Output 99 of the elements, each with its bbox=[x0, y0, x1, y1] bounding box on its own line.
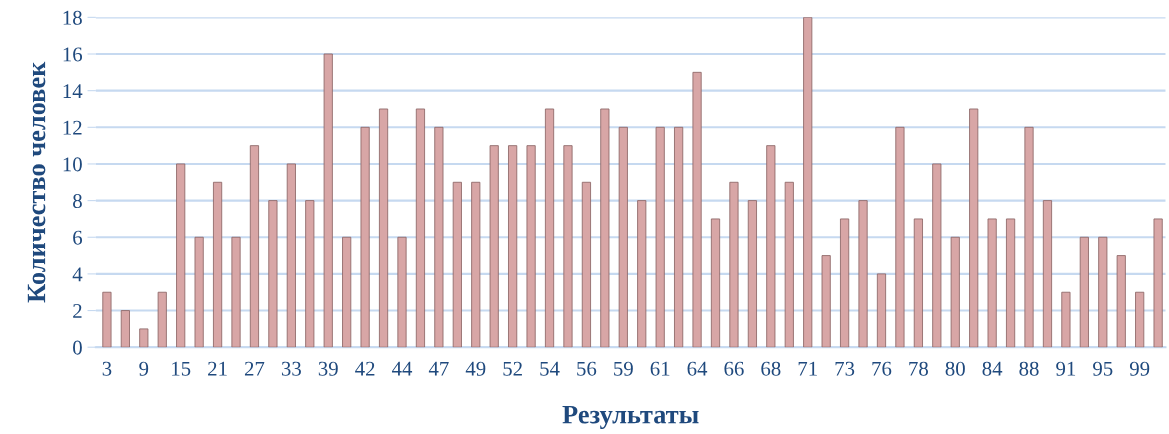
x-tick-label: 95 bbox=[1093, 361, 1113, 376]
bar bbox=[544, 108, 555, 348]
bar bbox=[157, 291, 167, 348]
bar bbox=[249, 145, 260, 348]
bar bbox=[1153, 218, 1163, 348]
bar bbox=[452, 181, 462, 348]
x-tick-label: 49 bbox=[465, 361, 486, 376]
bar bbox=[471, 181, 481, 348]
bar bbox=[397, 236, 407, 348]
x-tick-label: 71 bbox=[798, 361, 817, 376]
x-tick-label: 3 bbox=[102, 361, 112, 376]
bar bbox=[415, 108, 426, 348]
bar bbox=[508, 145, 518, 348]
bar bbox=[766, 145, 776, 348]
bar bbox=[747, 200, 757, 348]
bar bbox=[1006, 218, 1016, 348]
bar bbox=[213, 181, 223, 348]
x-tick-label: 73 bbox=[835, 361, 855, 376]
bar bbox=[618, 126, 628, 348]
x-tick-label: 91 bbox=[1056, 361, 1076, 376]
x-tick-label: 84 bbox=[982, 361, 1003, 376]
y-tick-label: 8 bbox=[73, 193, 82, 209]
bar bbox=[1042, 200, 1053, 348]
y-axis-title: Количество человек bbox=[27, 61, 46, 303]
bar bbox=[268, 200, 278, 348]
bar bbox=[581, 181, 591, 348]
bar bbox=[1116, 255, 1126, 348]
x-tick-label: 39 bbox=[318, 361, 338, 376]
bar bbox=[858, 200, 868, 348]
bar bbox=[194, 236, 204, 348]
bar bbox=[692, 71, 702, 348]
bar bbox=[637, 200, 647, 348]
bar bbox=[876, 273, 887, 348]
y-tick-label: 0 bbox=[73, 340, 82, 355]
bar bbox=[139, 328, 149, 348]
x-tick-label: 80 bbox=[945, 361, 965, 376]
bar bbox=[526, 145, 536, 348]
bar bbox=[378, 108, 389, 348]
bar bbox=[231, 236, 241, 348]
x-tick-label: 54 bbox=[540, 361, 560, 376]
bar bbox=[729, 181, 739, 348]
bar bbox=[895, 126, 905, 348]
x-tick-label: 15 bbox=[172, 361, 191, 376]
x-tick-label: 64 bbox=[687, 361, 708, 376]
y-tick-label: 12 bbox=[63, 120, 82, 135]
y-tick-label: 18 bbox=[63, 10, 82, 25]
bar bbox=[102, 291, 112, 348]
x-tick-label: 33 bbox=[281, 361, 301, 376]
bar bbox=[950, 236, 960, 348]
bar bbox=[710, 218, 721, 348]
y-tick-label: 6 bbox=[73, 230, 83, 245]
bar bbox=[1079, 236, 1089, 348]
bar bbox=[1098, 236, 1108, 348]
x-tick-label: 59 bbox=[614, 361, 633, 376]
bar bbox=[286, 163, 296, 348]
bar bbox=[1024, 126, 1034, 348]
bar bbox=[360, 126, 370, 348]
y-tick-label: 4 bbox=[72, 267, 83, 282]
bar bbox=[969, 108, 979, 348]
bar bbox=[821, 255, 831, 348]
x-tick-label: 99 bbox=[1129, 361, 1150, 376]
bar bbox=[803, 17, 813, 348]
bar bbox=[323, 53, 333, 348]
bar bbox=[655, 126, 665, 348]
x-tick-label: 78 bbox=[909, 361, 928, 376]
bar bbox=[1061, 291, 1071, 348]
bar bbox=[563, 145, 573, 348]
x-tick-label: 27 bbox=[244, 361, 265, 376]
bar bbox=[342, 236, 352, 348]
bar bbox=[489, 145, 499, 348]
bar bbox=[913, 218, 923, 348]
y-tick-label: 2 bbox=[73, 303, 82, 318]
x-tick-label: 52 bbox=[503, 361, 522, 376]
y-tick-label: 14 bbox=[63, 84, 83, 98]
y-tick-label: 16 bbox=[63, 47, 83, 62]
x-axis-title: Результаты bbox=[562, 405, 699, 429]
bar bbox=[176, 163, 186, 348]
x-tick-label: 68 bbox=[761, 361, 781, 376]
x-tick-label: 76 bbox=[872, 361, 892, 376]
x-tick-label: 9 bbox=[139, 361, 149, 376]
bar bbox=[987, 218, 997, 348]
bar bbox=[600, 108, 610, 348]
bar bbox=[932, 163, 942, 348]
y-tick-label: 10 bbox=[63, 157, 82, 172]
x-tick-label: 56 bbox=[577, 361, 597, 376]
bar bbox=[305, 200, 315, 348]
x-tick-label: 88 bbox=[1019, 361, 1039, 376]
bar bbox=[674, 126, 684, 348]
x-tick-label: 47 bbox=[428, 361, 449, 376]
x-tick-label: 21 bbox=[208, 361, 227, 376]
bar bbox=[120, 310, 130, 348]
bar bbox=[840, 218, 850, 348]
x-tick-label: 42 bbox=[355, 361, 375, 376]
bar bbox=[784, 181, 794, 348]
x-tick-label: 44 bbox=[391, 361, 413, 376]
x-tick-label: 61 bbox=[650, 361, 670, 376]
x-tick-label: 66 bbox=[724, 361, 744, 376]
bar bbox=[434, 126, 444, 348]
bar bbox=[1135, 291, 1145, 348]
